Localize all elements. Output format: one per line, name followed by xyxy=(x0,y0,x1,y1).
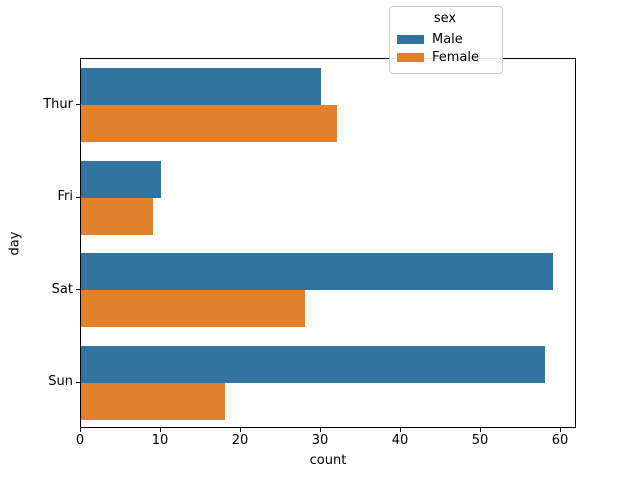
y-tick-label-sun: Sun xyxy=(48,374,73,390)
bar-fri-male xyxy=(81,160,161,198)
y-axis-label: day xyxy=(7,231,23,256)
legend-entry-male: Male xyxy=(397,32,493,47)
bar-sun-male xyxy=(81,345,545,383)
bar-fri-female xyxy=(81,197,153,235)
y-tick-mark xyxy=(76,381,80,383)
legend-label-male: Male xyxy=(432,32,463,47)
bar-sun-female xyxy=(81,382,225,420)
y-tick-label-sat: Sat xyxy=(51,281,73,297)
legend-label-female: Female xyxy=(432,50,480,65)
x-tick-mark xyxy=(240,428,241,432)
x-tick-mark xyxy=(80,428,81,432)
x-axis-label: count xyxy=(309,453,347,468)
x-tick-mark xyxy=(560,428,561,432)
legend-swatch-male xyxy=(397,35,424,44)
x-tick-label-40: 40 xyxy=(391,433,409,448)
y-tick-mark xyxy=(76,196,80,198)
x-tick-mark xyxy=(480,428,481,432)
x-tick-mark xyxy=(400,428,401,432)
x-tick-label-50: 50 xyxy=(471,433,489,448)
x-tick-label-20: 20 xyxy=(231,433,249,448)
bar-thur-male xyxy=(81,68,321,106)
y-tick-mark xyxy=(76,289,80,291)
legend-entry-female: Female xyxy=(397,50,493,65)
y-tick-label-fri: Fri xyxy=(57,189,74,205)
y-tick-label-thur: Thur xyxy=(43,96,73,112)
bar-sat-female xyxy=(81,290,305,328)
legend-swatch-female xyxy=(397,53,424,62)
legend: sex Male Female xyxy=(389,6,504,74)
legend-title: sex xyxy=(433,11,457,26)
x-tick-label-30: 30 xyxy=(311,433,329,448)
bar-sat-male xyxy=(81,253,553,291)
x-tick-mark xyxy=(320,428,321,432)
y-tick-mark xyxy=(76,104,80,106)
plot-area xyxy=(80,58,576,428)
x-tick-label-60: 60 xyxy=(551,433,569,448)
x-tick-label-10: 10 xyxy=(151,433,169,448)
x-tick-mark xyxy=(160,428,161,432)
bar-thur-female xyxy=(81,105,337,143)
x-tick-label-0: 0 xyxy=(75,433,85,448)
